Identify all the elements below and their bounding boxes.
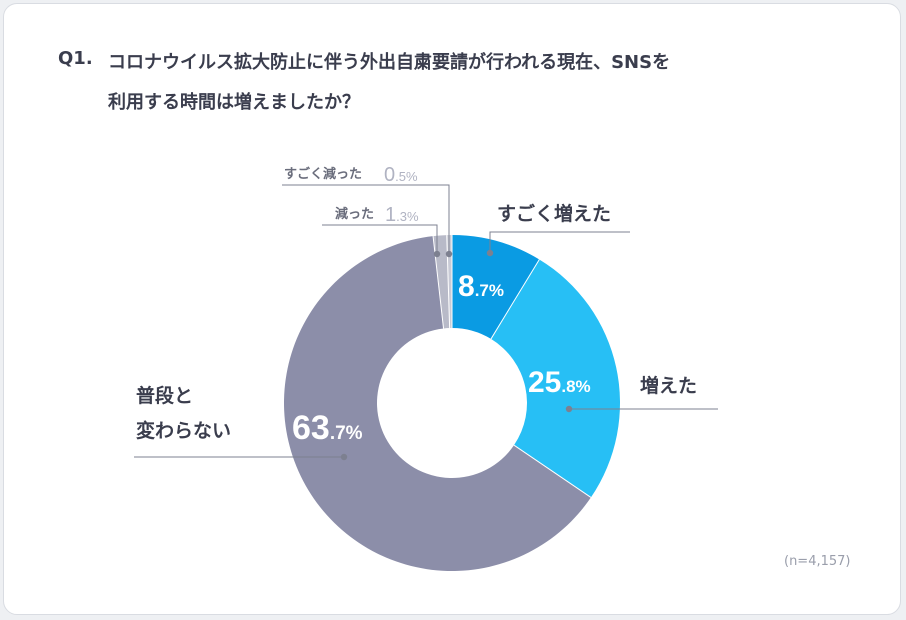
category-label-increased: 増えた	[640, 374, 697, 397]
category-label-very-decreased: すごく減った	[284, 166, 362, 182]
category-label-decreased: 減った	[335, 206, 374, 222]
callout-line-decreased	[322, 224, 438, 254]
category-label-very-increased: すごく増えた	[497, 202, 611, 225]
slice-separator	[513, 444, 592, 498]
slice-separator	[490, 259, 540, 340]
slice-increased	[490, 259, 620, 498]
slice-decreased	[433, 235, 450, 329]
question-line-1: コロナウイルス拡大防止に伴う外出自粛要請が行われる現在、SNSを	[108, 52, 671, 73]
value-label-decreased: 1.3%	[385, 204, 419, 226]
slice-unchanged	[284, 236, 591, 571]
value-label-unchanged: 63.7%	[292, 409, 363, 447]
question-line-2: 利用する時間は増えましたか？	[108, 92, 360, 113]
slice-very-increased	[452, 235, 540, 339]
category-label-unchanged-line2: 変わらない	[136, 419, 231, 442]
category-label-unchanged-line1: 普段と	[136, 384, 193, 407]
callout-line-very-increased	[489, 231, 630, 253]
value-label-very-increased: 8.7%	[458, 270, 504, 303]
slice-separator	[446, 235, 451, 329]
callout-line-very-decreased	[282, 184, 450, 254]
value-label-increased: 25.8%	[528, 366, 591, 399]
slice-very-decreased	[446, 235, 452, 329]
sample-size: (n=4,157)	[784, 554, 851, 569]
question-number: Q1.	[58, 48, 93, 69]
slice-separator	[432, 236, 445, 329]
value-label-very-decreased: 0.5%	[384, 164, 418, 186]
